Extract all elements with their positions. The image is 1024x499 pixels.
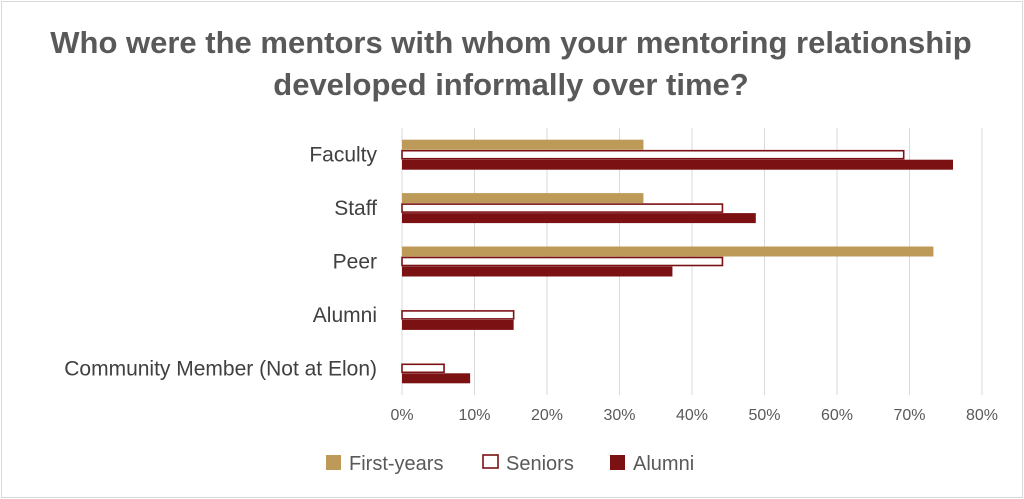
legend-swatch-first-years <box>326 455 341 470</box>
x-tick-label: 60% <box>821 407 853 424</box>
legend-swatch-alumni <box>610 455 625 470</box>
bar-seniors <box>401 363 445 374</box>
bar-alumni <box>402 213 756 224</box>
legend-swatch-seniors <box>482 454 499 469</box>
x-tick-label: 30% <box>603 407 635 424</box>
bar-alumni <box>402 319 514 330</box>
bar-seniors <box>401 256 724 267</box>
bar-alumni <box>402 373 471 384</box>
x-tick-label: 20% <box>531 407 563 424</box>
category-label: Community Member (Not at Elon) <box>64 357 377 380</box>
bar-alumni <box>402 159 953 170</box>
legend-label: First-years <box>349 453 443 475</box>
bar-first-years <box>402 139 644 150</box>
bar-seniors <box>401 310 515 320</box>
x-tick-label: 50% <box>748 407 780 424</box>
category-label: Peer <box>333 251 377 274</box>
bar-alumni <box>402 266 673 277</box>
x-tick-label: 10% <box>458 407 490 424</box>
x-tick-label: 0% <box>390 407 413 424</box>
chart-title: Who were the mentors with whom your ment… <box>50 25 972 102</box>
x-tick-label: 40% <box>676 407 708 424</box>
bar-seniors <box>401 149 905 160</box>
category-label: Staff <box>334 197 377 220</box>
x-tick-label: 70% <box>893 407 925 424</box>
category-label: Alumni <box>313 304 377 327</box>
legend-label: Seniors <box>506 453 574 475</box>
legend-label: Alumni <box>633 453 694 475</box>
bar-first-years <box>402 246 934 257</box>
category-label: Faculty <box>309 144 377 167</box>
bar-first-years <box>402 193 644 204</box>
x-tick-label: 80% <box>966 407 998 424</box>
bar-seniors <box>401 203 724 213</box>
